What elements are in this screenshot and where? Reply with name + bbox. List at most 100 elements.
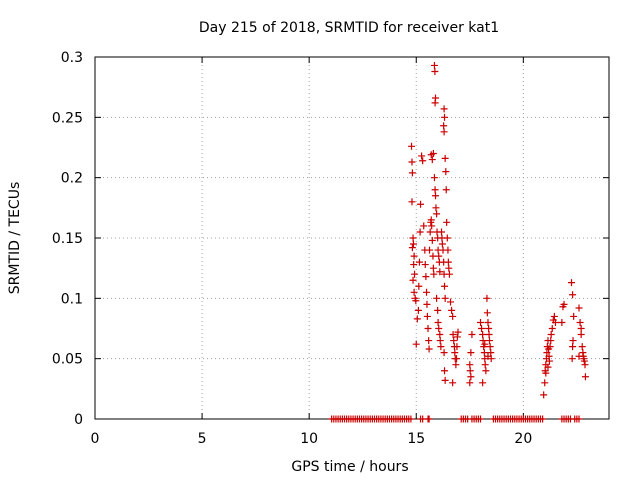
x-axis-tick-labels: 0 5 10 15 20	[91, 431, 533, 447]
data-point	[435, 325, 443, 332]
data-point	[440, 128, 448, 136]
data-point	[441, 367, 449, 375]
data-point	[422, 273, 430, 281]
data-point	[429, 264, 437, 272]
data-point	[442, 168, 450, 176]
data-point	[427, 216, 435, 224]
data-point	[415, 258, 423, 266]
data-point	[550, 312, 558, 320]
y-axis-title: SRMTID / TECUs	[7, 182, 23, 295]
data-point	[481, 340, 489, 348]
x-tick-label: 10	[300, 431, 318, 447]
data-point	[408, 198, 416, 206]
data-point	[411, 270, 419, 278]
y-tick-label: 0.05	[52, 352, 83, 368]
data-point	[580, 357, 588, 365]
y-tick-label: 0.3	[61, 50, 83, 66]
data-point	[420, 222, 428, 230]
data-point	[449, 379, 457, 387]
data-point	[442, 186, 450, 194]
data-point	[560, 300, 568, 308]
data-point	[431, 67, 439, 75]
data-point	[581, 361, 589, 369]
data-point	[418, 152, 426, 160]
data-point	[412, 340, 420, 348]
data-point	[437, 343, 445, 351]
data-point	[485, 325, 493, 332]
data-point	[417, 200, 425, 208]
data-point	[577, 325, 585, 332]
data-point	[569, 291, 577, 299]
data-point	[408, 244, 416, 252]
data-point	[430, 61, 438, 69]
data-point	[444, 258, 452, 266]
data-point	[407, 415, 415, 423]
data-point	[441, 113, 449, 121]
data-point	[570, 312, 578, 320]
data-point	[544, 363, 552, 371]
data-point	[409, 276, 417, 284]
data-point	[415, 282, 423, 290]
data-point	[482, 367, 490, 375]
data-point	[428, 222, 436, 230]
data-point	[568, 279, 576, 287]
y-tick-label: 0	[74, 412, 83, 428]
data-point	[548, 325, 556, 332]
data-point	[410, 261, 418, 269]
data-point	[423, 288, 431, 296]
data-point	[478, 325, 486, 332]
data-point	[431, 99, 439, 107]
data-point	[483, 294, 491, 302]
chart-title: Day 215 of 2018, SRMTID for receiver kat…	[199, 20, 499, 36]
data-point	[441, 154, 449, 162]
data-point	[477, 318, 484, 326]
data-point	[547, 337, 555, 345]
data-point	[453, 343, 461, 351]
data-point	[543, 349, 551, 357]
data-point	[449, 331, 457, 339]
data-point	[540, 391, 548, 399]
data-point	[466, 361, 474, 369]
y-tick-label: 0.25	[52, 110, 83, 126]
data-point	[443, 234, 451, 242]
data-point	[421, 261, 429, 269]
data-point	[432, 204, 440, 212]
grid-lines	[95, 57, 609, 419]
data-point	[484, 318, 492, 326]
data-point	[409, 240, 417, 248]
data-point	[430, 174, 438, 182]
data-point	[419, 157, 427, 165]
data-point	[423, 312, 431, 320]
data-point	[575, 304, 583, 312]
data-point	[467, 373, 475, 381]
data-point	[434, 306, 442, 314]
data-point	[435, 252, 443, 260]
x-tick-label: 0	[91, 431, 100, 447]
data-point	[436, 331, 444, 339]
y-tick-label: 0.15	[52, 231, 83, 247]
data-point	[408, 142, 416, 150]
data-point	[558, 318, 566, 326]
data-point	[451, 349, 459, 357]
data-point	[429, 150, 437, 158]
data-point	[440, 349, 448, 357]
data-point	[408, 158, 416, 166]
data-point	[479, 379, 487, 387]
data-point	[467, 349, 475, 357]
data-point	[541, 379, 549, 387]
data-point	[423, 300, 431, 308]
data-point	[568, 355, 576, 363]
x-axis-title: GPS time / hours	[291, 459, 408, 475]
data-point	[408, 169, 416, 177]
data-point	[428, 156, 436, 164]
data-point	[581, 373, 589, 381]
data-point	[433, 210, 441, 218]
data-point	[438, 240, 446, 248]
data-point	[440, 122, 448, 130]
data-point	[416, 228, 424, 236]
data-point	[468, 331, 476, 339]
data-point	[425, 337, 433, 345]
data-point	[409, 234, 417, 242]
y-tick-label: 0.1	[61, 291, 83, 307]
data-point	[426, 228, 434, 236]
